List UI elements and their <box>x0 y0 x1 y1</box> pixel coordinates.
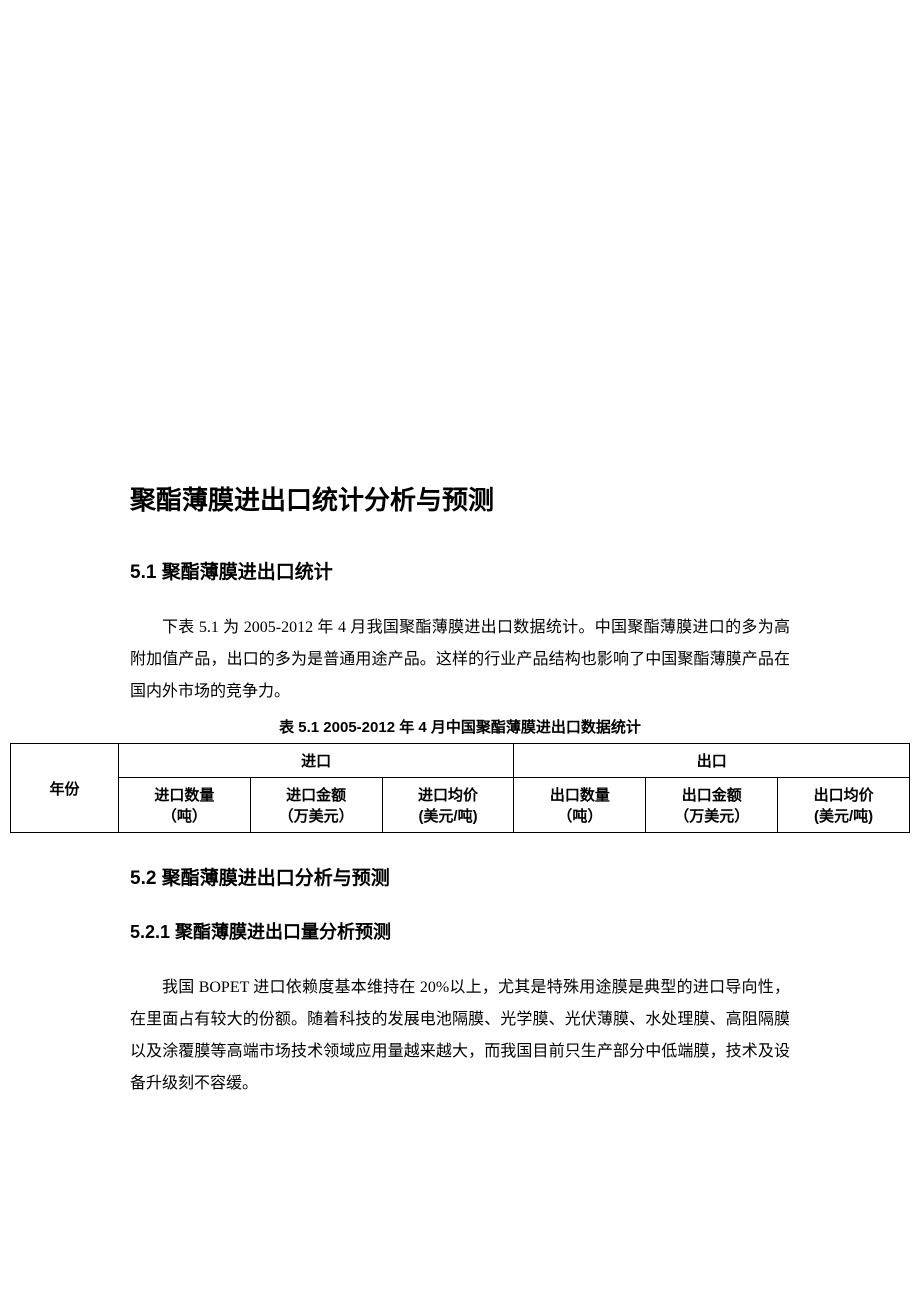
section-5-2-heading: 5.2 聚酯薄膜进出口分析与预测 <box>130 863 790 890</box>
export-avg-unit: (美元/吨) <box>814 808 873 825</box>
export-qty-unit: （吨） <box>557 808 602 825</box>
export-amt-label: 出口金额 <box>682 787 742 804</box>
document-page: 聚酯薄膜进出口统计分析与预测 5.1 聚酯薄膜进出口统计 下表 5.1 为 20… <box>0 0 920 1168</box>
export-amt-unit: （万美元） <box>674 808 749 825</box>
table-5-1: 年份 进口 出口 进口数量 （吨） 进口金额 （万美元） 进口均价 (美元/吨)… <box>10 743 910 833</box>
export-avg-label: 出口均价 <box>814 787 874 804</box>
import-amt-label: 进口金额 <box>286 787 346 804</box>
export-qty-label: 出口数量 <box>550 787 610 804</box>
section-5-1-paragraph: 下表 5.1 为 2005-2012 年 4 月我国聚酯薄膜进出口数据统计。中国… <box>130 612 790 708</box>
section-5-1-heading: 5.1 聚酯薄膜进出口统计 <box>130 557 790 584</box>
table-5-1-caption: 表 5.1 2005-2012 年 4 月中国聚酯薄膜进出口数据统计 <box>130 716 790 737</box>
import-avg-label: 进口均价 <box>418 787 478 804</box>
table-header-row-2: 进口数量 （吨） 进口金额 （万美元） 进口均价 (美元/吨) 出口数量 （吨）… <box>11 778 910 833</box>
table-header-row-1: 年份 进口 出口 <box>11 744 910 778</box>
import-amt-unit: （万美元） <box>279 808 354 825</box>
table-header-export-qty: 出口数量 （吨） <box>514 778 646 833</box>
section-5-2-1-paragraph: 我国 BOPET 进口依赖度基本维持在 20%以上，尤其是特殊用途膜是典型的进口… <box>130 972 790 1100</box>
import-qty-unit: （吨） <box>162 808 207 825</box>
import-qty-label: 进口数量 <box>154 787 214 804</box>
table-header-import-group: 进口 <box>118 744 514 778</box>
table-header-import-amt: 进口金额 （万美元） <box>250 778 382 833</box>
table-header-year: 年份 <box>11 744 119 833</box>
table-header-export-group: 出口 <box>514 744 910 778</box>
table-header-import-avg: 进口均价 (美元/吨) <box>382 778 514 833</box>
table-header-export-amt: 出口金额 （万美元） <box>646 778 778 833</box>
main-title: 聚酯薄膜进出口统计分析与预测 <box>130 480 790 517</box>
section-5-2-1-heading: 5.2.1 聚酯薄膜进出口量分析预测 <box>130 918 790 944</box>
table-header-import-qty: 进口数量 （吨） <box>118 778 250 833</box>
import-avg-unit: (美元/吨) <box>418 808 477 825</box>
table-header-export-avg: 出口均价 (美元/吨) <box>778 778 910 833</box>
